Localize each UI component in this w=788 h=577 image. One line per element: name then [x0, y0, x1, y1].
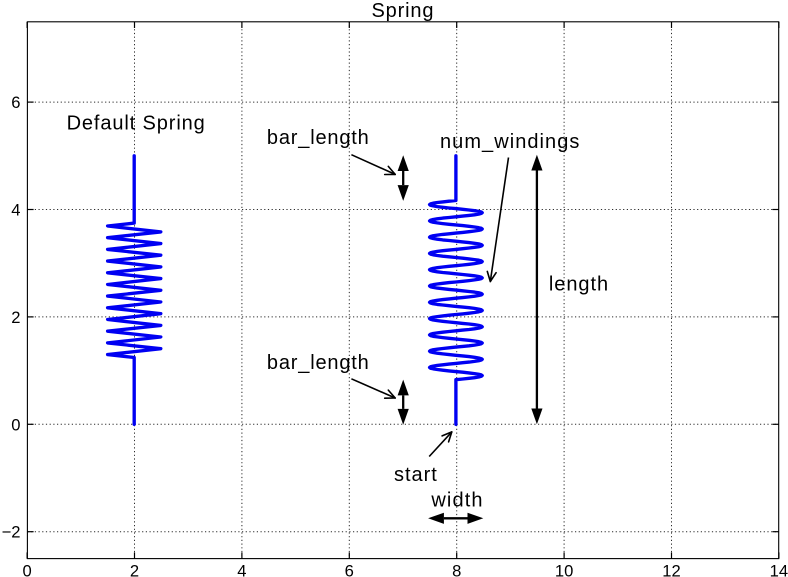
- svg-text:0: 0: [11, 415, 20, 434]
- svg-text:start: start: [394, 464, 438, 486]
- svg-text:4: 4: [237, 561, 246, 577]
- svg-text:10: 10: [555, 561, 573, 577]
- svg-text:14: 14: [770, 561, 788, 577]
- svg-text:6: 6: [11, 93, 20, 112]
- svg-text:bar_length: bar_length: [267, 127, 370, 149]
- svg-text:8: 8: [452, 561, 461, 577]
- svg-text:width: width: [430, 490, 483, 512]
- svg-text:length: length: [549, 274, 609, 296]
- svg-text:4: 4: [11, 201, 20, 220]
- svg-text:num_windings: num_windings: [440, 131, 580, 153]
- svg-text:Default Spring: Default Spring: [67, 113, 206, 135]
- svg-text:12: 12: [662, 561, 680, 577]
- svg-text:−2: −2: [2, 523, 21, 542]
- svg-text:2: 2: [130, 561, 139, 577]
- svg-text:2: 2: [11, 308, 20, 327]
- svg-text:0: 0: [22, 561, 31, 577]
- svg-text:Spring: Spring: [372, 0, 435, 22]
- svg-text:bar_length: bar_length: [267, 352, 370, 374]
- svg-text:6: 6: [345, 561, 354, 577]
